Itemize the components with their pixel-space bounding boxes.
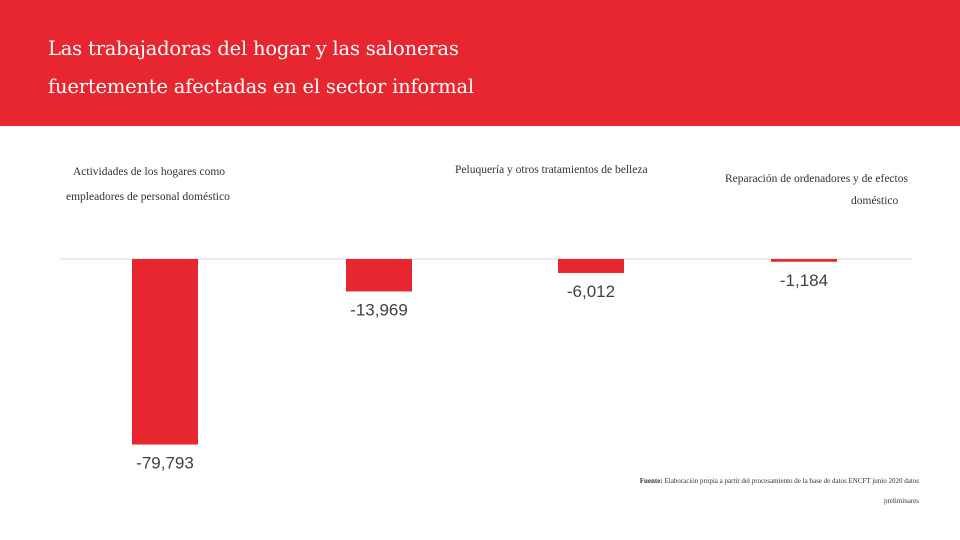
data-label-3: -1,184 (780, 271, 828, 290)
bar-3 (771, 259, 837, 262)
bar-0 (132, 259, 198, 445)
category-label-repair-1: Reparación de ordenadores y de efectos (725, 173, 908, 185)
slide-title-line-1: Las trabajadoras del hogar y las saloner… (48, 37, 459, 60)
category-label-household-1: Actividades de los hogares como (73, 166, 226, 178)
source-text-line-1: Elaboración propia a partir del procesam… (664, 477, 919, 485)
category-label-hairdressing: Peluquería y otros tratamientos de belle… (455, 164, 648, 176)
source-label: Fuente: (639, 477, 663, 485)
slide-title-line-2: fuertemente afectadas en el sector infor… (48, 75, 474, 98)
title-banner: Las trabajadoras del hogar y las saloner… (0, 0, 960, 126)
category-label-repair-2: doméstico (851, 195, 899, 207)
source-text-line-2: preliminares (884, 497, 919, 505)
category-label-household-2: empleadores de personal doméstico (66, 191, 230, 203)
data-label-1: -13,969 (350, 300, 408, 319)
data-label-0: -79,793 (136, 454, 194, 473)
data-label-2: -6,012 (567, 282, 615, 301)
slide-title: Las trabajadoras del hogar y las saloner… (48, 30, 568, 106)
bar-1 (346, 259, 412, 292)
source-note: Fuente: Elaboración propia a partir del … (575, 471, 919, 511)
bar-2 (558, 259, 624, 273)
